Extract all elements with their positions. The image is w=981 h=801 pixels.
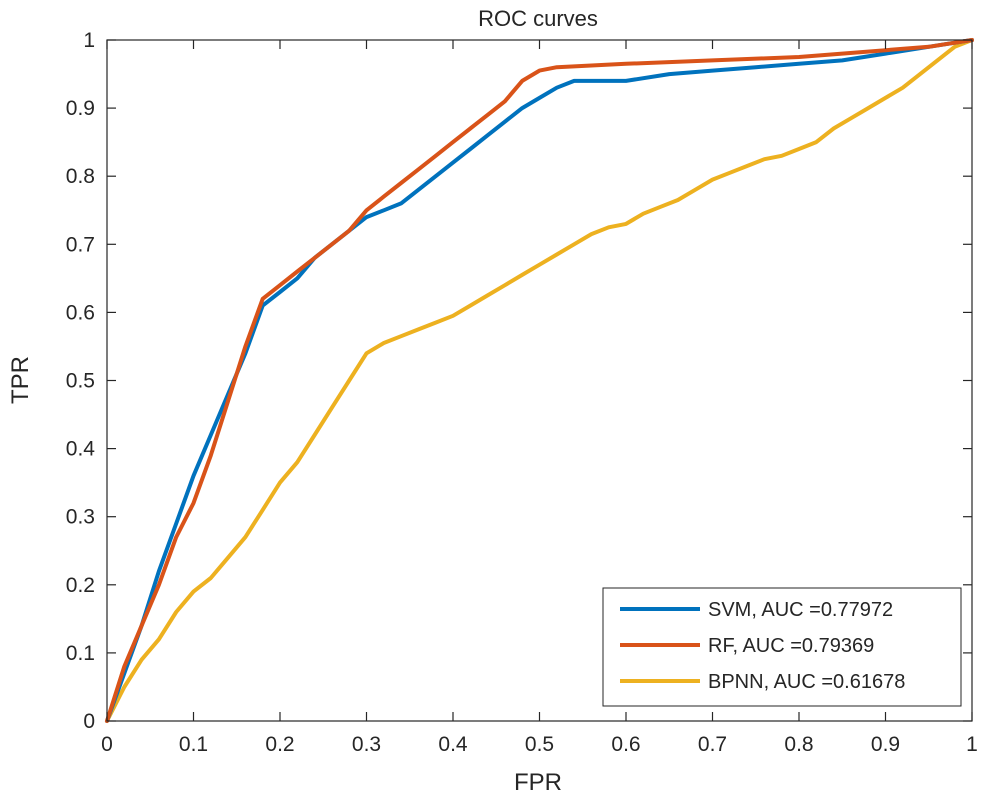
legend-label-bpnn: BPNN, AUC =0.61678 — [708, 671, 905, 693]
y-tick-label: 0.9 — [66, 97, 95, 120]
x-tick-label: 0.5 — [525, 733, 554, 756]
legend-entry-svm: SVM, AUC =0.77972 — [620, 599, 893, 621]
x-tick-label: 0.8 — [784, 733, 813, 756]
x-tick-label: 1 — [966, 733, 978, 756]
x-tick-label: 0.3 — [352, 733, 381, 756]
y-tick-label: 0.7 — [66, 233, 95, 256]
legend-entry-rf: RF, AUC =0.79369 — [620, 635, 874, 657]
x-tick-label: 0 — [101, 733, 113, 756]
x-tick-label: 0.2 — [265, 733, 294, 756]
x-tick-label: 0.9 — [871, 733, 900, 756]
x-tick-label: 0.4 — [438, 733, 468, 756]
legend-label-rf: RF, AUC =0.79369 — [708, 635, 874, 657]
x-tick-label: 0.6 — [611, 733, 640, 756]
y-tick-label: 0.6 — [66, 301, 95, 324]
y-tick-label: 1 — [83, 29, 95, 52]
y-tick-label: 0.1 — [66, 642, 95, 665]
y-tick-label: 0.2 — [66, 574, 95, 597]
series-line-bpnn — [105, 38, 974, 723]
y-tick-label: 0.4 — [66, 438, 96, 461]
series-layer — [105, 38, 974, 723]
legend-label-svm: SVM, AUC =0.77972 — [708, 599, 893, 621]
ticks-layer: 0 0.1 0.2 0.3 0.4 0.5 0.6 0.7 0.8 0.9 1 0 0.1 0.2 0.3 0… — [66, 29, 978, 756]
legend: SVM, AUC =0.77972 RF, AUC =0.79369 BPNN,… — [602, 587, 962, 707]
y-tick-label: 0.5 — [66, 370, 95, 393]
chart-title: ROC curves — [478, 6, 598, 31]
legend-entry-bpnn: BPNN, AUC =0.61678 — [620, 671, 905, 693]
y-tick-label: 0.3 — [66, 506, 95, 529]
series-line-rf — [105, 38, 974, 723]
series-line-svm — [105, 38, 974, 723]
y-tick-label: 0 — [83, 710, 95, 733]
y-tick-label: 0.8 — [66, 165, 95, 188]
x-axis-title: FPR — [514, 769, 562, 796]
y-axis-title: TPR — [7, 356, 34, 404]
x-tick-label: 0.1 — [179, 733, 208, 756]
x-tick-label: 0.7 — [698, 733, 727, 756]
